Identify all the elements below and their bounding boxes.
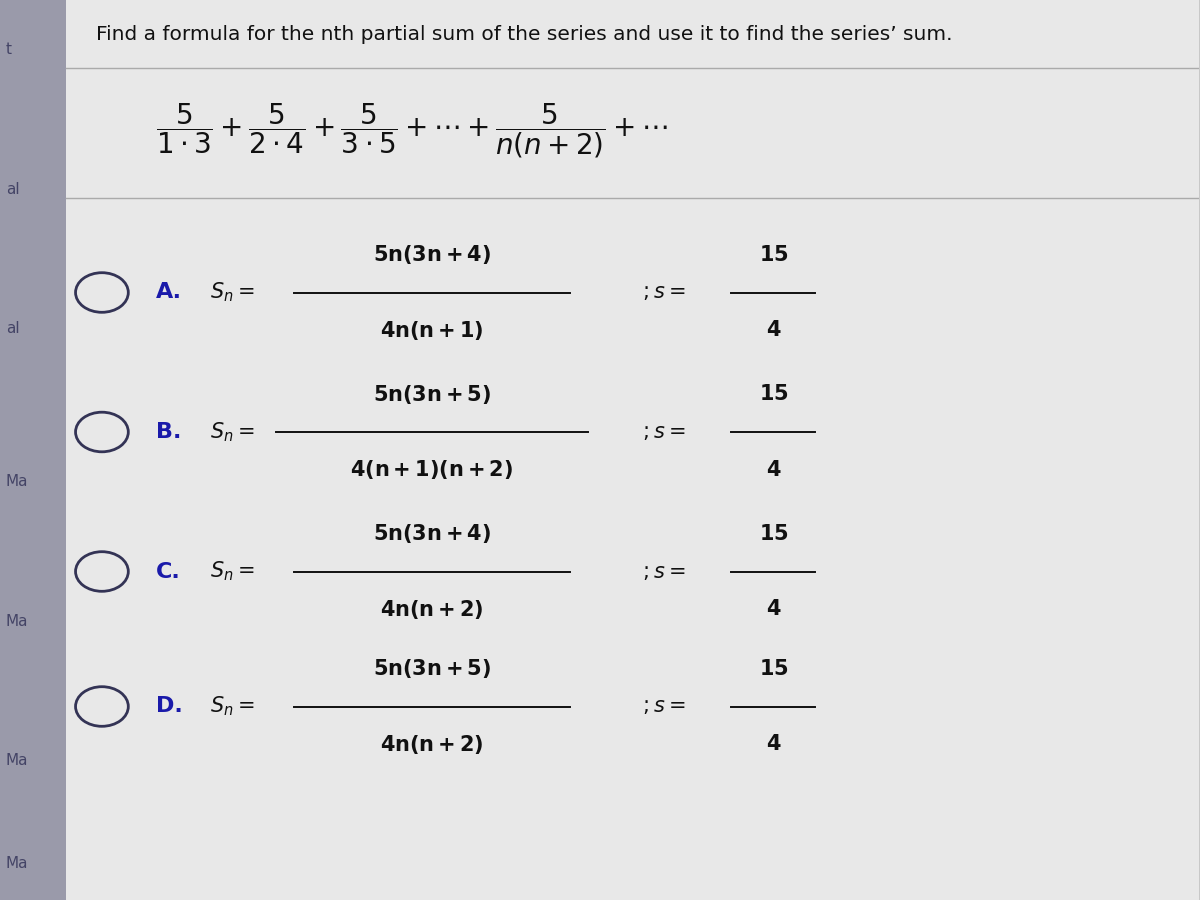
Text: $\mathbf{15}$: $\mathbf{15}$ xyxy=(758,384,788,404)
Text: al: al xyxy=(6,321,19,336)
Text: Ma: Ma xyxy=(6,857,29,871)
Text: $; s =$: $; s =$ xyxy=(642,422,685,442)
Text: $\mathbf{4}$: $\mathbf{4}$ xyxy=(766,320,781,340)
Text: $\mathbf{4n(n + 2)}$: $\mathbf{4n(n + 2)}$ xyxy=(380,598,484,621)
Text: Ma: Ma xyxy=(6,753,29,768)
FancyBboxPatch shape xyxy=(66,0,1199,900)
Text: t: t xyxy=(6,42,12,57)
Text: $\mathbf{5n(3n + 4)}$: $\mathbf{5n(3n + 4)}$ xyxy=(372,522,491,545)
Text: $\mathbf{4(n + 1)(n + 2)}$: $\mathbf{4(n + 1)(n + 2)}$ xyxy=(350,458,514,482)
Text: $; s =$: $; s =$ xyxy=(642,697,685,716)
Text: $\mathbf{4n(n + 2)}$: $\mathbf{4n(n + 2)}$ xyxy=(380,733,484,756)
Text: C.: C. xyxy=(156,562,181,581)
Text: $S_n =$: $S_n =$ xyxy=(210,281,254,304)
Text: Ma: Ma xyxy=(6,474,29,489)
Text: $S_n =$: $S_n =$ xyxy=(210,695,254,718)
Text: D.: D. xyxy=(156,697,182,716)
FancyBboxPatch shape xyxy=(0,0,66,900)
Text: $\mathbf{15}$: $\mathbf{15}$ xyxy=(758,524,788,544)
Text: Find a formula for the nth partial sum of the series and use it to find the seri: Find a formula for the nth partial sum o… xyxy=(96,24,953,44)
Text: Ma: Ma xyxy=(6,614,29,628)
Text: al: al xyxy=(6,182,19,196)
Text: $\mathbf{5n(3n + 5)}$: $\mathbf{5n(3n + 5)}$ xyxy=(372,657,491,680)
Text: $; s =$: $; s =$ xyxy=(642,283,685,302)
Text: $S_n =$: $S_n =$ xyxy=(210,560,254,583)
Text: $\dfrac{5}{1\cdot3} + \dfrac{5}{2\cdot4} + \dfrac{5}{3\cdot5} + \cdots + \dfrac{: $\dfrac{5}{1\cdot3} + \dfrac{5}{2\cdot4}… xyxy=(156,101,668,160)
Text: $\mathbf{15}$: $\mathbf{15}$ xyxy=(758,659,788,679)
Text: $\mathbf{4}$: $\mathbf{4}$ xyxy=(766,734,781,754)
Text: A.: A. xyxy=(156,283,182,302)
Text: $\mathbf{4n(n + 1)}$: $\mathbf{4n(n + 1)}$ xyxy=(380,319,484,342)
Text: $S_n =$: $S_n =$ xyxy=(210,420,254,444)
Text: $\mathbf{15}$: $\mathbf{15}$ xyxy=(758,245,788,265)
Text: $\mathbf{4}$: $\mathbf{4}$ xyxy=(766,599,781,619)
Text: B.: B. xyxy=(156,422,181,442)
Text: $; s =$: $; s =$ xyxy=(642,562,685,581)
Text: $\mathbf{5n(3n + 5)}$: $\mathbf{5n(3n + 5)}$ xyxy=(372,382,491,406)
Text: $\mathbf{5n(3n + 4)}$: $\mathbf{5n(3n + 4)}$ xyxy=(372,243,491,266)
Text: $\mathbf{4}$: $\mathbf{4}$ xyxy=(766,460,781,480)
